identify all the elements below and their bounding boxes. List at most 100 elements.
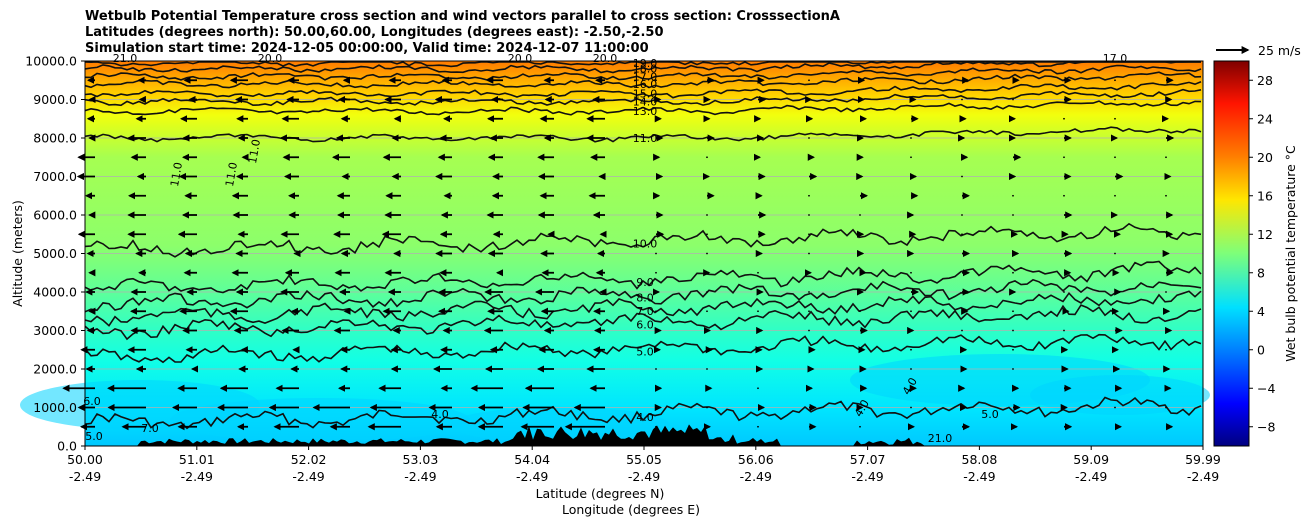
contour-label: 8.0 xyxy=(636,292,654,305)
wind-key-label: 25 m/s xyxy=(1258,43,1301,58)
wind-key: 25 m/s xyxy=(1216,43,1301,58)
wind-vector-dot xyxy=(757,271,759,274)
colorbar-tick-label: 28 xyxy=(1257,73,1273,88)
x-axis-label-latitude: Latitude (degrees N) xyxy=(536,486,665,501)
colorbar-tick-label: −4 xyxy=(1257,381,1275,396)
contour-label-extra: 11.0 xyxy=(223,161,240,187)
x-tick-label-longitude: -2.49 xyxy=(1187,469,1219,484)
x-tick-label-longitude: -2.49 xyxy=(740,469,772,484)
contour-label-extra: 6.0 xyxy=(83,395,101,408)
wind-vector-dot xyxy=(1114,406,1116,409)
wind-vector-dot xyxy=(1063,156,1065,159)
wind-vector-dot xyxy=(808,214,810,216)
colorbar: −8 −4 0 4 8 12 16 20 24 28 Wet bulb potential tem… xyxy=(1213,60,1298,447)
x-tick-label-longitude: -2.49 xyxy=(851,469,883,484)
x-tick-label-longitude: -2.49 xyxy=(963,469,995,484)
x-tick-label-longitude: -2.49 xyxy=(292,469,324,484)
wind-vector-dot xyxy=(1012,98,1014,101)
wind-vector-dot xyxy=(1012,214,1014,216)
contour-label: 11.0 xyxy=(633,132,658,145)
y-tick-label: 1000.0 xyxy=(33,400,77,415)
x-tick-label-longitude: -2.49 xyxy=(516,469,548,484)
x-tick-label-latitude: 54.04 xyxy=(514,452,550,467)
contour-label-extra: 21.0 xyxy=(928,432,953,445)
wind-vector-dot xyxy=(655,79,657,82)
contour-label-extra: 5.0 xyxy=(981,408,999,421)
wind-vector-dot xyxy=(910,368,912,370)
wind-vector-dot xyxy=(1012,271,1014,274)
colorbar-tick-label: 8 xyxy=(1257,265,1265,280)
colorbar-tick-label: 4 xyxy=(1257,304,1265,319)
wind-vector-dot xyxy=(961,214,963,216)
wind-vector-dot xyxy=(808,252,810,255)
cool-pocket xyxy=(170,398,470,442)
wind-vector-dot xyxy=(808,194,810,197)
wind-vector-dot xyxy=(1012,329,1014,332)
wind-vector-dot xyxy=(961,98,963,101)
chart-title: Wetbulb Potential Temperature cross sect… xyxy=(85,9,840,57)
y-tick-label: 7000.0 xyxy=(33,169,77,184)
wind-vectors xyxy=(62,76,1175,431)
contour-line xyxy=(84,71,1202,89)
wind-vector-dot xyxy=(1114,156,1116,159)
wind-vector-dot xyxy=(1012,348,1014,351)
y-tick-label: 9000.0 xyxy=(33,92,77,107)
wind-vector-dot xyxy=(706,233,708,236)
contour-line xyxy=(84,100,1202,116)
x-axis: 50.00 -2.49 51.01 -2.49 52.02 -2.49 53.03 -2.49… xyxy=(67,446,1221,484)
wind-vector-dot xyxy=(1063,291,1065,293)
wind-vector-dot xyxy=(1012,194,1014,197)
title-line-2: Latitudes (degrees north): 50.00,60.00, … xyxy=(85,25,664,40)
contour-label: 4.0 xyxy=(636,411,654,424)
x-tick-label-latitude: 58.08 xyxy=(962,452,998,467)
wind-vector-dot xyxy=(706,368,708,370)
contour-label: 16.0 xyxy=(633,78,658,91)
wind-vector-dot xyxy=(1114,117,1116,120)
y-axis-label: Altitude (meters) xyxy=(10,200,25,307)
wind-vector-dot xyxy=(859,214,861,216)
wind-vector-dot xyxy=(1165,291,1167,293)
wind-vector-dot xyxy=(1012,368,1014,370)
wind-vector-dot xyxy=(655,271,657,274)
wind-vector-dot xyxy=(655,310,657,313)
wind-vector-dot xyxy=(1114,194,1116,197)
wind-vector-dot xyxy=(910,271,912,274)
y-tick-label: 10000.0 xyxy=(25,54,77,69)
wind-vector-dot xyxy=(808,291,810,293)
contour-label-extra: 4.0 xyxy=(431,408,449,421)
x-tick-label-latitude: 57.07 xyxy=(850,452,886,467)
y-tick-label: 8000.0 xyxy=(33,131,77,146)
x-tick-label-longitude: -2.49 xyxy=(628,469,660,484)
wind-vector-dot xyxy=(1063,329,1065,332)
contour-line xyxy=(84,260,1202,294)
contour-line xyxy=(84,88,1202,107)
y-tick-label: 6000.0 xyxy=(33,208,77,223)
x-tick-label-longitude: -2.49 xyxy=(181,469,213,484)
y-tick-label: 5000.0 xyxy=(33,246,77,261)
wind-vector-dot xyxy=(808,137,810,139)
wind-vector-dot xyxy=(706,406,708,409)
wind-vector-dot xyxy=(1114,98,1116,101)
wind-vector-dot xyxy=(808,329,810,332)
contour-label-extra: 5.0 xyxy=(85,430,103,443)
x-tick-label-longitude: -2.49 xyxy=(404,469,436,484)
wind-vector-dot xyxy=(706,252,708,255)
contour-label-extra: 7.0 xyxy=(141,422,159,435)
wind-vector-dot xyxy=(808,79,810,82)
x-tick-label-latitude: 53.03 xyxy=(403,452,439,467)
colorbar-tick-label: 0 xyxy=(1257,342,1265,357)
wind-vector-dot xyxy=(655,368,657,370)
x-tick-label-longitude: -2.49 xyxy=(69,469,101,484)
contour-label-extra: 21.0 xyxy=(113,52,138,65)
wind-vector-dot xyxy=(1063,117,1065,120)
wind-vector-dot xyxy=(706,310,708,313)
x-tick-label-latitude: 55.05 xyxy=(626,452,662,467)
wind-vector-dot xyxy=(1114,79,1116,82)
y-tick-label: 4000.0 xyxy=(33,285,77,300)
y-tick-label: 3000.0 xyxy=(33,323,77,338)
contour-line xyxy=(84,290,1202,327)
contour-label: 14.0 xyxy=(633,95,658,108)
wind-vector-dot xyxy=(706,214,708,216)
x-axis-label-longitude: Longitude (degrees E) xyxy=(562,502,700,517)
colorbar-label: Wet bulb potential temperature °C xyxy=(1283,145,1298,362)
